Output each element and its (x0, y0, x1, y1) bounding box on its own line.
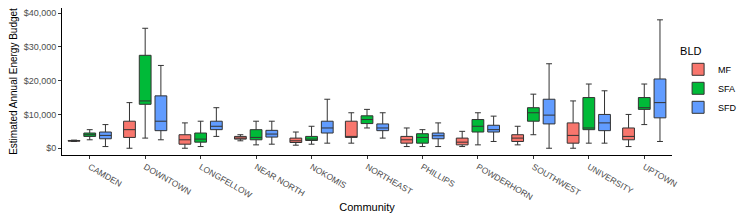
svg-text:SOUTHWEST: SOUTHWEST (530, 162, 582, 198)
svg-text:PHILLIPS: PHILLIPS (419, 162, 457, 189)
svg-text:SFD: SFD (718, 103, 737, 113)
svg-text:POWDERHORN: POWDERHORN (475, 162, 535, 202)
svg-text:$10,000: $10,000 (24, 110, 57, 120)
svg-text:$0: $0 (46, 143, 56, 153)
svg-text:BLD: BLD (680, 45, 701, 57)
svg-text:CAMDEN: CAMDEN (87, 162, 124, 189)
svg-text:NORTHEAST: NORTHEAST (364, 162, 414, 197)
svg-text:NEAR NORTH: NEAR NORTH (253, 162, 307, 199)
svg-text:$20,000: $20,000 (24, 76, 57, 86)
svg-text:NOKOMIS: NOKOMIS (308, 162, 348, 191)
svg-text:UPTOWN: UPTOWN (641, 162, 679, 189)
svg-text:MF: MF (718, 65, 731, 75)
svg-text:Community: Community (339, 201, 395, 213)
svg-text:UNIVERSITY: UNIVERSITY (586, 162, 635, 196)
svg-text:Estimated Annual Energy Budget: Estimated Annual Energy Budget (8, 8, 19, 155)
svg-text:$40,000: $40,000 (24, 8, 57, 18)
svg-text:LONGFELLOW: LONGFELLOW (198, 162, 254, 200)
svg-text:DOWNTOWN: DOWNTOWN (142, 162, 193, 197)
svg-text:$30,000: $30,000 (24, 42, 57, 52)
svg-text:SFA: SFA (718, 84, 735, 94)
